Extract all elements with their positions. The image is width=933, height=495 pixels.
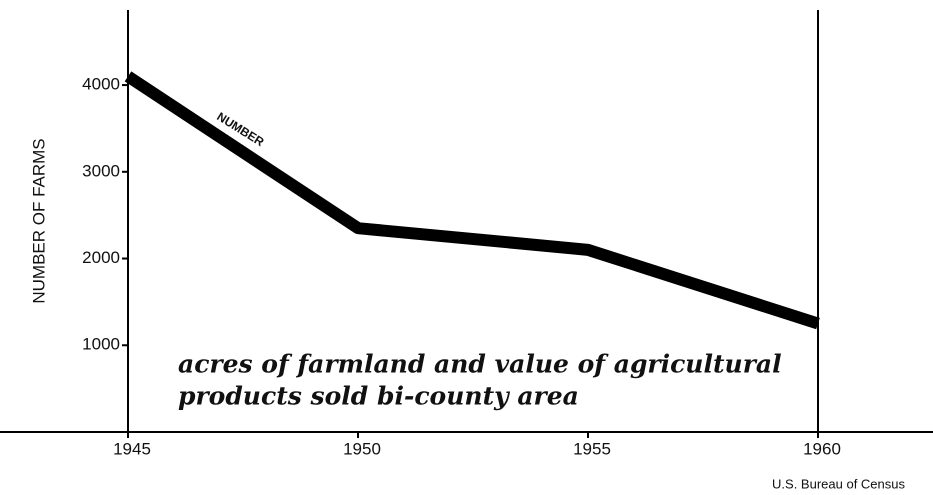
caption-line: products sold bi-county area [178, 382, 579, 411]
x-tick-label: 1960 [803, 439, 841, 458]
caption-line: acres of farmland and value of agricultu… [178, 350, 782, 379]
x-tick-label: 1950 [343, 439, 381, 458]
y-tick-label: 1000 [82, 335, 120, 354]
source: U.S. Bureau of Census [772, 476, 905, 491]
y-axis-label: NUMBER OF FARMS [29, 138, 48, 303]
y-tick-label: 3000 [82, 161, 120, 180]
y-tick-label: 4000 [82, 75, 120, 94]
x-tick-label: 1955 [573, 439, 611, 458]
series-line [124, 71, 820, 330]
x-tick-label: 1945 [113, 439, 151, 458]
y-tick-label: 2000 [82, 248, 120, 267]
